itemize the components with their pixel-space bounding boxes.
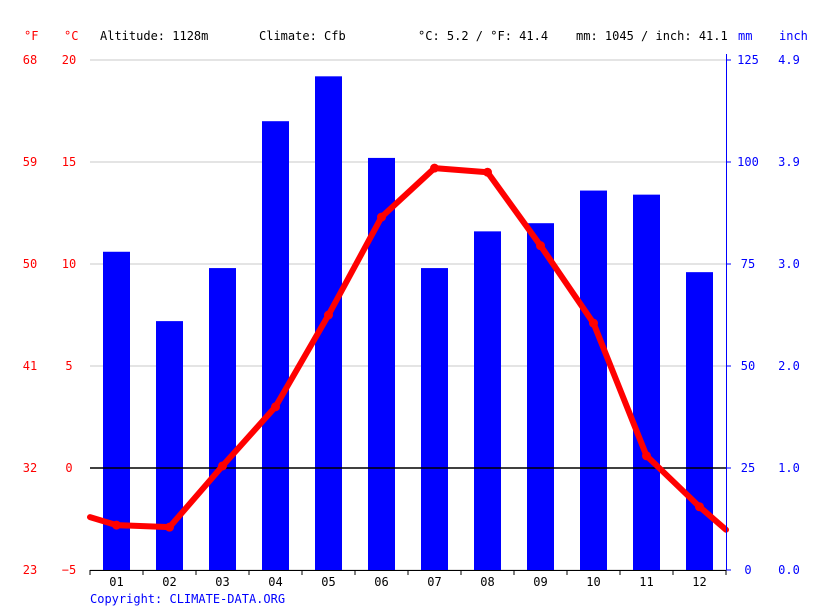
precipitation-bar	[262, 121, 289, 570]
grid-lines	[90, 59, 726, 571]
month-tick-label: 03	[215, 575, 229, 589]
temperature-point	[112, 520, 121, 530]
left-axis-tick-label-c: 0	[65, 461, 72, 475]
month-tick-label: 07	[427, 575, 441, 589]
temperature-point	[324, 310, 333, 320]
precipitation-bar	[156, 321, 183, 570]
left-axis-tick-label-c: 20	[62, 53, 76, 67]
month-tick-label: 04	[268, 575, 282, 589]
precipitation-bar	[580, 190, 607, 570]
temperature-average-label: °C: 5.2 / °F: 41.4	[418, 29, 548, 43]
right-axis-tick-label-mm: 75	[741, 257, 755, 271]
temperature-point	[589, 318, 598, 328]
left-axis-tick-label-c: 15	[62, 155, 76, 169]
left-axis-tick-label-f: 41	[23, 359, 37, 373]
temperature-point	[536, 241, 545, 251]
temperature-point	[483, 167, 492, 177]
precipitation-bar	[209, 268, 236, 570]
precipitation-bar	[527, 223, 554, 570]
left-axis-tick-label-f: 23	[23, 563, 37, 577]
left-axis-tick-label-c: 5	[65, 359, 72, 373]
precipitation-total-label: mm: 1045 / inch: 41.1	[576, 29, 728, 43]
month-tick-label: 10	[586, 575, 600, 589]
right-axis-tick-label-mm: 50	[741, 359, 755, 373]
precipitation-bar	[368, 157, 395, 571]
temperature-point	[695, 502, 704, 512]
precipitation-bar	[686, 272, 713, 570]
left-axis-tick-label-f: 59	[23, 155, 37, 169]
temperature-series-line	[87, 165, 729, 533]
temperature-point	[377, 212, 386, 222]
temperature-point	[271, 402, 280, 412]
month-tick-label: 01	[109, 575, 123, 589]
month-tick-label: 05	[321, 575, 335, 589]
left-axis-tick-label-c: −5	[62, 563, 76, 577]
temperature-line	[87, 163, 729, 533]
precipitation-bar	[315, 76, 342, 570]
left-axis-tick-label-f: 32	[23, 461, 37, 475]
month-tick-label: 08	[480, 575, 494, 589]
right-axis-tick-label-mm: 100	[737, 155, 759, 169]
altitude-label: Altitude: 1128m	[100, 29, 208, 43]
climate-label: Climate: Cfb	[259, 29, 346, 43]
inch-unit-label: inch	[779, 29, 808, 43]
right-axis-tick-label-inch: 3.9	[778, 155, 800, 169]
right-axis-tick-label-inch: 0.0	[778, 563, 800, 577]
celsius-unit-label: °C	[64, 29, 78, 43]
month-tick-label: 02	[162, 575, 176, 589]
temperature-point	[430, 163, 439, 173]
mm-unit-label: mm	[738, 29, 752, 43]
left-axis-tick-label-f: 50	[23, 257, 37, 271]
left-axis-tick-label-c: 10	[62, 257, 76, 271]
right-axis-tick-label-mm: 25	[741, 461, 755, 475]
precipitation-bar	[474, 231, 501, 571]
month-tick-label: 12	[692, 575, 706, 589]
temperature-point	[165, 522, 174, 532]
month-tick-label: 09	[533, 575, 547, 589]
temperature-point	[218, 461, 227, 471]
right-axis-tick-label-inch: 3.0	[778, 257, 800, 271]
axes: 68 20 125 4.959 15 100 3.950 10 75 3.041 5 50 2.032 0…	[23, 53, 800, 589]
month-tick-label: 06	[374, 575, 388, 589]
month-tick-label: 11	[639, 575, 653, 589]
right-axis-tick-label-mm: 0	[744, 563, 751, 577]
copyright-link[interactable]: Copyright: CLIMATE-DATA.ORG	[90, 592, 285, 606]
precipitation-bar	[103, 251, 130, 570]
left-axis-tick-label-f: 68	[23, 53, 37, 67]
right-axis-tick-label-inch: 1.0	[778, 461, 800, 475]
right-axis-tick-label-mm: 125	[737, 53, 759, 67]
temperature-point	[642, 451, 651, 461]
precipitation-bars	[103, 76, 713, 571]
right-axis-tick-label-inch: 4.9	[778, 53, 800, 67]
precipitation-bar	[421, 268, 448, 570]
precipitation-bar	[633, 194, 660, 570]
right-axis-tick-label-inch: 2.0	[778, 359, 800, 373]
fahrenheit-unit-label: °F	[24, 29, 38, 43]
